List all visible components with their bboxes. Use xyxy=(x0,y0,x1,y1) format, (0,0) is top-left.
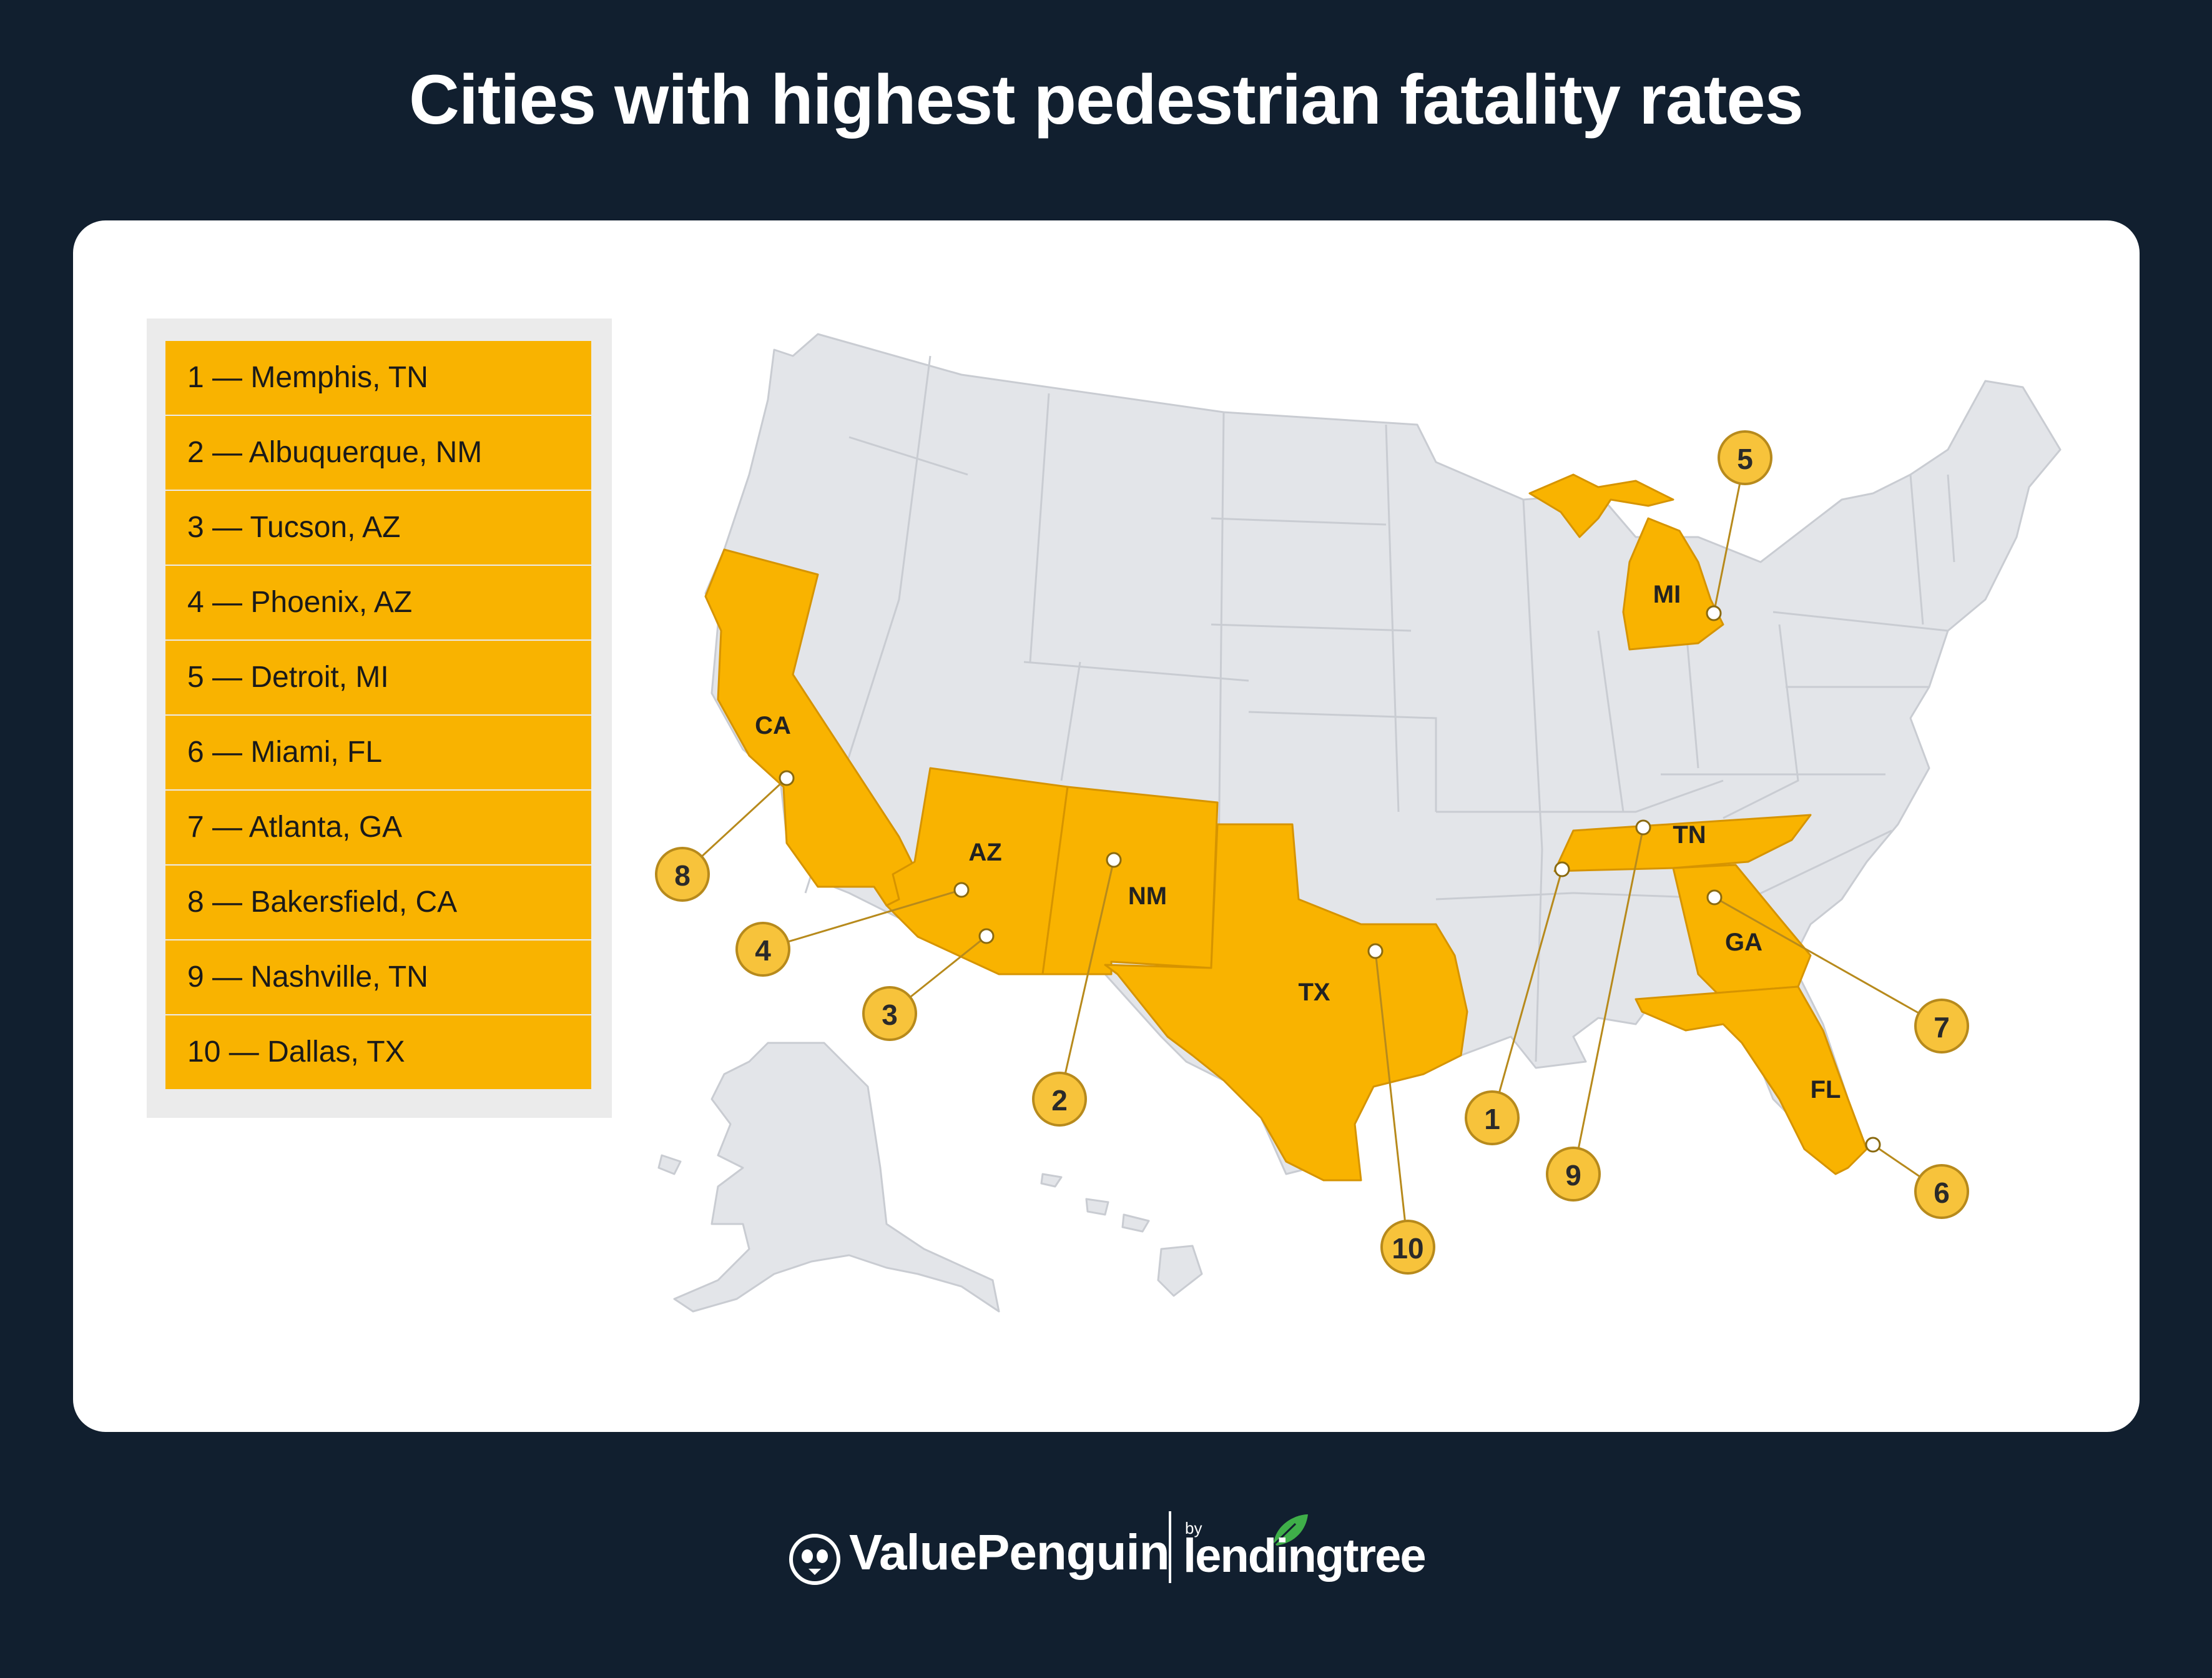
state-label-tx: TX xyxy=(1298,979,1330,1006)
legend-item: 3 — Tucson, AZ xyxy=(165,491,591,565)
state-label-fl: FL xyxy=(1811,1076,1841,1103)
state-florida xyxy=(1634,985,1868,1175)
rank-badge-7: 7 xyxy=(1914,999,1969,1054)
city-point-albuquerque xyxy=(1106,852,1122,868)
city-point-memphis xyxy=(1554,861,1570,877)
hawaii xyxy=(1157,1245,1203,1297)
city-point-dallas xyxy=(1367,943,1384,959)
legend-item: 8 — Bakersfield, CA xyxy=(165,866,591,939)
rank-badge-9: 9 xyxy=(1546,1147,1601,1202)
state-michigan xyxy=(1622,517,1724,651)
by-label: by xyxy=(1185,1519,1202,1537)
hawaii xyxy=(1085,1198,1109,1216)
rank-badge-label: 6 xyxy=(1934,1177,1950,1209)
alaska xyxy=(673,1042,1000,1313)
rank-badge-label: 8 xyxy=(674,859,691,892)
rank-badge-10: 10 xyxy=(1380,1220,1435,1275)
rank-badge-label: 7 xyxy=(1934,1011,1950,1044)
state-label-ca: CA xyxy=(755,712,791,739)
state-michigan-upper xyxy=(1528,473,1674,538)
rank-badge-8: 8 xyxy=(655,847,710,902)
rank-badge-3: 3 xyxy=(862,986,917,1041)
rank-badge-label: 4 xyxy=(755,934,771,967)
city-point-miami xyxy=(1865,1137,1881,1153)
state-california xyxy=(704,548,919,907)
legend-item: 7 — Atlanta, GA xyxy=(165,791,591,864)
state-label-mi: MI xyxy=(1653,581,1681,608)
rank-badge-label: 3 xyxy=(882,999,898,1031)
state-label-ga: GA xyxy=(1725,929,1762,956)
valuepenguin-logo: ValuePenguin xyxy=(849,1524,1170,1580)
rank-badge-4: 4 xyxy=(735,922,790,977)
legend-item: 4 — Phoenix, AZ xyxy=(165,566,591,639)
state-label-nm: NM xyxy=(1128,882,1167,910)
state-label-tn: TN xyxy=(1673,821,1706,849)
city-point-bakersfield xyxy=(779,770,795,786)
city-point-nashville xyxy=(1635,819,1651,836)
city-point-tucson xyxy=(978,928,995,944)
hawaii xyxy=(1121,1213,1150,1233)
legend-item: 2 — Albuquerque, NM xyxy=(165,416,591,490)
rank-badge-label: 5 xyxy=(1737,443,1753,475)
rank-badges: 1 2 3 4 5 6 7 8 9 10 xyxy=(655,430,1969,1275)
leader-lines xyxy=(681,457,1942,1248)
city-point-phoenix xyxy=(953,882,970,898)
rank-badge-5: 5 xyxy=(1718,430,1772,485)
logo-divider xyxy=(1169,1511,1171,1583)
rank-badge-6: 6 xyxy=(1914,1164,1969,1219)
lendingtree-logo: lendingtree xyxy=(1183,1529,1427,1582)
rank-badge-2: 2 xyxy=(1032,1072,1087,1127)
state-new-mexico xyxy=(1041,786,1219,975)
city-point-atlanta xyxy=(1706,889,1723,906)
leaf-icon xyxy=(1274,1514,1308,1546)
legend-item: 6 — Miami, FL xyxy=(165,716,591,789)
legend-item: 10 — Dallas, TX xyxy=(165,1015,591,1089)
page-title: Cities with highest pedestrian fatality … xyxy=(409,61,1804,139)
rank-badge-1: 1 xyxy=(1465,1090,1520,1145)
rank-badge-label: 2 xyxy=(1051,1084,1068,1117)
penguin-icon xyxy=(789,1534,840,1585)
city-point-detroit xyxy=(1706,605,1722,621)
state-texas xyxy=(1104,823,1468,1182)
city-points xyxy=(779,605,1881,1153)
rank-badge-label: 9 xyxy=(1565,1159,1581,1192)
rank-badge-label: 10 xyxy=(1392,1232,1423,1265)
hawaii xyxy=(1040,1173,1063,1188)
legend-item: 9 — Nashville, TN xyxy=(165,940,591,1014)
legend-item: 1 — Memphis, TN xyxy=(165,341,591,415)
city-legend: 1 — Memphis, TN 2 — Albuquerque, NM 3 — … xyxy=(147,318,612,1118)
state-label-az: AZ xyxy=(968,839,1001,866)
legend-item: 5 — Detroit, MI xyxy=(165,641,591,714)
rank-badge-label: 1 xyxy=(1484,1103,1500,1135)
alaska-island xyxy=(657,1154,682,1175)
